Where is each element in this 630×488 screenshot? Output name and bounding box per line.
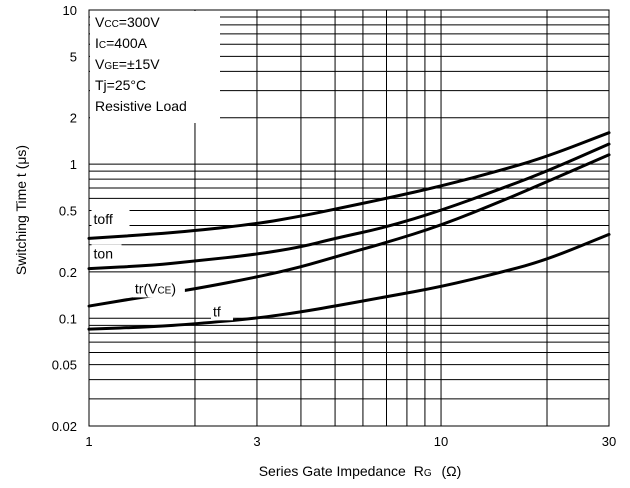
x-tick-label: 1 [85, 434, 92, 449]
x-axis-title: Series Gate Impedance RG (Ω) [259, 463, 462, 479]
y-tick-label: 0.05 [52, 358, 77, 373]
curve-label-bg [91, 244, 122, 263]
curve-label-bg [132, 279, 185, 298]
curve-label-bg [210, 302, 233, 321]
condition-line: Resistive Load [95, 98, 187, 114]
y-tick-label: 0.2 [59, 265, 77, 280]
x-tick-label: 3 [253, 434, 260, 449]
curve-toff [87, 131, 611, 240]
curve-label-tr: tr(VCE) [135, 280, 176, 296]
x-tick-labels: 1 3 10 30 [85, 434, 616, 449]
x-tick-label: 10 [434, 434, 448, 449]
curve-tf [87, 232, 611, 331]
condition-line: VGE=±15V [95, 56, 160, 72]
y-tick-label: 0.5 [59, 204, 77, 219]
curves [87, 131, 611, 331]
y-tick-label: 0.1 [59, 311, 77, 326]
curve-label-toff: toff [94, 211, 113, 227]
curve-ton [87, 142, 611, 271]
x-axis-title-text: Series Gate Impedance [259, 463, 406, 479]
x-axis-title-symbol: R [414, 463, 424, 479]
y-tick-label: 2 [70, 111, 77, 126]
curve-label-ton: ton [94, 245, 113, 261]
x-axis-title-symbol-sub: G [424, 468, 432, 479]
y-tick-label: 0.02 [52, 419, 77, 434]
x-axis-title-unit: (Ω) [441, 463, 461, 479]
condition-line: IC=400A [95, 35, 148, 51]
condition-line: Tj=25°C [95, 77, 146, 93]
curve-label-tf: tf [213, 303, 221, 319]
curve-labels: toff ton tr(VCE) tf [91, 209, 233, 321]
x-tick-label: 30 [602, 434, 616, 449]
test-conditions: VCC=300V IC=400A VGE=±15V Tj=25°C Resistive … [90, 11, 220, 123]
plot-frame [88, 9, 610, 427]
condition-line: VCC=300V [95, 14, 160, 30]
conditions-bg [90, 11, 220, 123]
curve-label-bg [91, 209, 130, 228]
y-tick-label: 10 [63, 3, 77, 18]
y-tick-labels: 0.02 0.05 0.1 0.2 0.5 1 2 5 10 [52, 3, 77, 434]
y-tick-label: 1 [70, 157, 77, 172]
y-axis-title: Switching Time t (μs) [13, 145, 29, 275]
y-tick-label: 5 [70, 49, 77, 64]
